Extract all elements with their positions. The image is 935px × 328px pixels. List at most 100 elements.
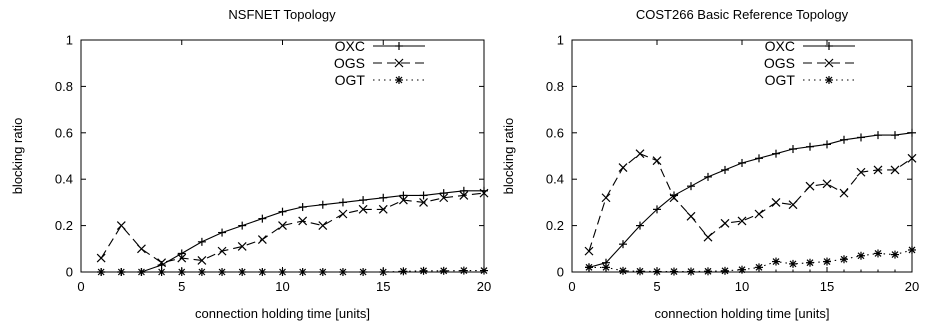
data-point [419,191,428,200]
x-tick-label: 10 [275,279,289,294]
data-point [636,221,644,230]
series-ogt [585,245,916,276]
data-point [318,268,327,276]
x-tick-label: 20 [905,279,919,294]
data-point [258,214,267,223]
data-point [806,258,814,267]
x-tick-label: 10 [735,279,749,294]
y-tick-label: 0.4 [546,172,564,187]
data-point [278,221,287,231]
data-point [480,266,488,275]
data-point [419,266,428,275]
x-tick-label: 5 [178,279,185,294]
series-ogs [584,149,917,256]
data-point [738,158,746,167]
data-point [788,200,798,210]
data-point [754,209,764,219]
data-point [338,198,347,207]
data-point [721,165,729,174]
data-point [670,267,678,276]
data-point [822,179,832,189]
data-point [359,268,368,276]
data-point [653,267,661,276]
data-point [177,249,186,258]
data-point [823,257,831,266]
data-point [653,205,661,214]
y-tick-label: 0.8 [55,79,73,94]
data-point [840,255,848,264]
data-point [479,188,489,198]
data-point [652,156,662,166]
legend-marker [825,42,833,50]
data-point [635,149,645,159]
x-tick-label: 0 [77,279,84,294]
y-tick-label: 0.6 [546,125,564,140]
data-point [789,259,797,268]
legend-marker [395,76,403,84]
x-tick-label: 15 [820,279,834,294]
data-point [238,268,247,276]
data-point [359,196,368,205]
data-point [278,268,287,276]
data-point [197,237,206,246]
data-point [669,193,679,203]
data-point [619,240,627,249]
data-point [237,242,247,251]
data-point [398,195,408,205]
data-point [217,246,227,256]
data-point [298,203,307,212]
data-point [157,268,166,276]
data-point [789,145,797,154]
data-point [737,216,747,226]
data-point [721,266,729,275]
series-ogs [96,188,489,268]
data-point [891,131,899,140]
data-point [720,218,730,228]
data-point [874,131,882,140]
data-point [891,250,899,259]
data-point [585,263,593,272]
series-line [100,192,485,264]
x-tick-label: 15 [376,279,390,294]
data-point [439,193,449,203]
data-point [177,268,186,276]
data-point [399,191,408,200]
data-point [218,228,227,237]
series-line [588,132,913,268]
data-point [116,221,126,231]
y-axis-label: blocking ratio [501,118,516,195]
chart-title: COST266 Basic Reference Topology [636,7,849,22]
y-tick-label: 0.6 [55,125,73,140]
data-point [459,266,468,275]
data-point [703,232,713,242]
series-oxc [585,128,916,272]
data-point [278,207,287,216]
data-point [117,268,126,276]
data-point [856,167,866,177]
data-point [379,193,388,202]
y-tick-label: 0 [66,265,73,280]
data-point [890,165,900,175]
y-axis-label: blocking ratio [10,118,25,195]
data-point [298,268,307,276]
data-point [177,253,187,263]
data-point [258,268,267,276]
y-tick-label: 0 [557,265,564,280]
data-point [686,211,696,221]
data-point [338,268,347,276]
data-point [738,265,746,274]
legend-marker [824,58,834,68]
data-point [459,186,468,195]
data-point [772,257,780,266]
data-point [908,128,916,137]
data-point [805,181,815,191]
data-point [602,263,610,272]
legend-marker [395,42,403,50]
data-point [874,249,882,258]
data-point [857,133,865,142]
data-point [755,154,763,163]
x-tick-label: 0 [568,279,575,294]
legend-marker [825,76,833,84]
x-axis-label: connection holding time [units] [195,306,370,321]
